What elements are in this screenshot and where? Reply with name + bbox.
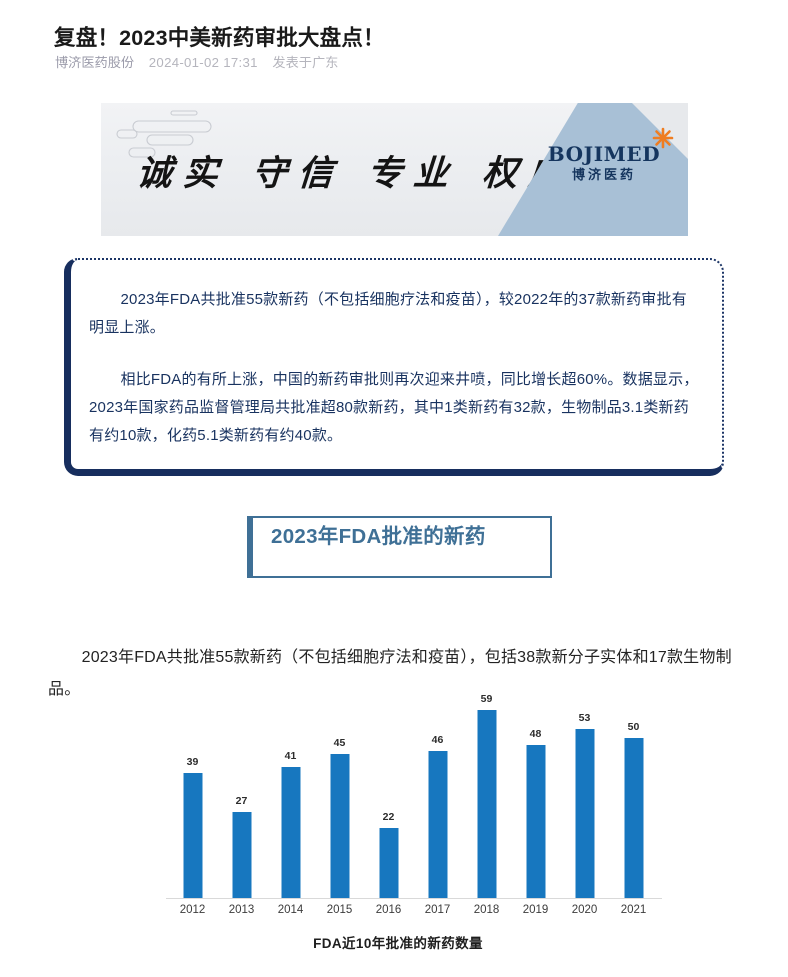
publish-location: 发表于广东 [272, 55, 339, 70]
x-axis-tick-label: 2016 [375, 904, 402, 916]
bar-column: 48 2019 [511, 700, 560, 916]
bar-value-label: 50 [627, 721, 640, 733]
starburst-icon [652, 127, 674, 149]
bar-value-label: 45 [333, 737, 346, 749]
article-meta: 博济医药股份 2024-01-02 17:31 发表于广东 [55, 53, 338, 73]
bar[interactable] [183, 773, 202, 898]
bar-column: 41 2014 [266, 700, 315, 916]
logo-text-en: BOJIMED [547, 142, 661, 166]
section-heading-text: 2023年FDA批准的新药 [271, 525, 486, 548]
x-axis-tick-label: 2015 [326, 904, 353, 916]
x-axis-tick-label: 2020 [571, 904, 598, 916]
callout-paragraph-1: 2023年FDA共批准55款新药（不包括细胞疗法和疫苗），较2022年的37款新… [89, 291, 687, 336]
bar-value-label: 27 [235, 795, 248, 807]
x-axis-tick-label: 2014 [277, 904, 304, 916]
bar-column: 53 2020 [560, 700, 609, 916]
publish-timestamp: 2024-01-02 17:31 [148, 55, 258, 70]
company-logo: BOJIMED 博济医药 [538, 127, 674, 184]
bar-column: 45 2015 [315, 700, 364, 916]
bar-column: 59 2018 [462, 693, 511, 916]
cloud-pattern-icon [116, 110, 212, 158]
bar[interactable] [428, 751, 447, 898]
bar-column: 50 2021 [609, 700, 658, 916]
section-body-paragraph: 2023年FDA共批准55款新药（不包括细胞疗法和疫苗），包括38款新分子实体和… [48, 649, 732, 698]
chart-plot-area: 39 2012 27 2013 41 2014 45 2015 22 2016 46 2017 59 20… [168, 693, 658, 916]
bar[interactable] [575, 729, 594, 898]
x-axis-tick-label: 2012 [179, 904, 206, 916]
bar-column: 39 2012 [168, 700, 217, 916]
chart-x-axis-line [166, 898, 662, 899]
bar-value-label: 53 [578, 712, 591, 724]
bar[interactable] [281, 767, 300, 898]
section-heading-box: 2023年FDA批准的新药 [247, 516, 552, 578]
x-axis-tick-label: 2013 [228, 904, 255, 916]
bar-column: 27 2013 [217, 700, 266, 916]
bar-value-label: 22 [382, 811, 395, 823]
logo-text-cn: 博济医药 [571, 167, 636, 182]
bar[interactable] [477, 710, 496, 898]
banner-slogan: 诚实 守信 专业 权威 [135, 153, 576, 194]
bar-value-label: 59 [480, 693, 493, 705]
x-axis-tick-label: 2021 [620, 904, 647, 916]
highlight-callout-box: 2023年FDA共批准55款新药（不包括细胞疗法和疫苗），较2022年的37款新… [64, 258, 724, 476]
x-axis-tick-label: 2019 [522, 904, 549, 916]
bar[interactable] [232, 812, 251, 898]
bar-value-label: 41 [284, 750, 297, 762]
banner-image: 诚实 守信 专业 权威 BOJIMED 博济医药 [101, 103, 688, 236]
bar-value-label: 48 [529, 728, 542, 740]
bar-chart: 39 2012 27 2013 41 2014 45 2015 22 2016 46 2017 59 20… [48, 693, 748, 970]
chart-caption: FDA近10年批准的新药数量 [313, 936, 483, 951]
bar-value-label: 39 [186, 756, 199, 768]
bar-column: 46 2017 [413, 700, 462, 916]
bar-value-label: 46 [431, 734, 444, 746]
author-name[interactable]: 博济医药股份 [55, 55, 135, 70]
x-axis-tick-label: 2017 [424, 904, 451, 916]
bar[interactable] [526, 745, 545, 898]
bar-column: 22 2016 [364, 700, 413, 916]
bar[interactable] [624, 738, 643, 898]
bar[interactable] [330, 754, 349, 898]
x-axis-tick-label: 2018 [473, 904, 500, 916]
callout-paragraph-2: 相比FDA的有所上涨，中国的新药审批则再次迎来井喷，同比增长超60%。数据显示，… [89, 371, 699, 444]
bar[interactable] [379, 828, 398, 898]
page-title: 复盘！2023中美新药审批大盘点！ [54, 26, 385, 51]
